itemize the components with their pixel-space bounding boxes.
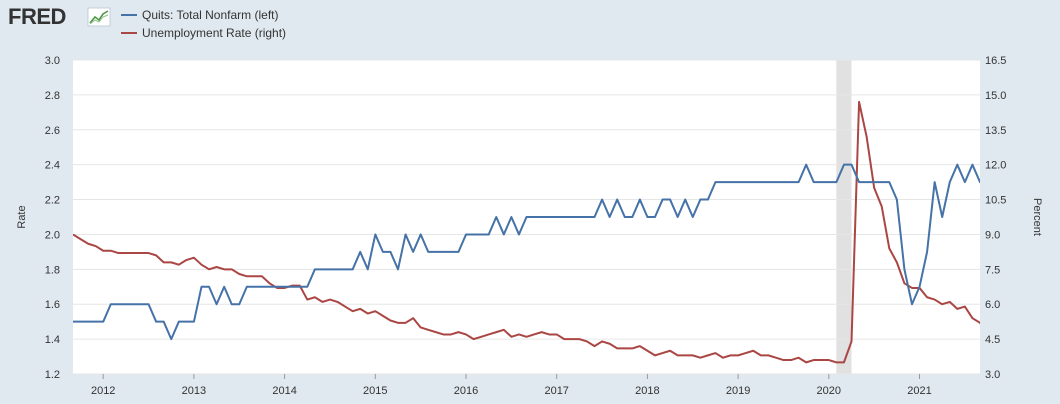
left-tick-label: 2.6 — [45, 125, 60, 137]
legend: Quits: Total Nonfarm (left) Unemployment… — [121, 8, 286, 40]
right-tick-label: 6.0 — [985, 299, 1000, 311]
x-tick-label: 2018 — [635, 385, 659, 397]
left-tick-label: 2.4 — [45, 160, 60, 172]
right-tick-label: 9.0 — [985, 229, 1000, 241]
right-tick-label: 4.5 — [985, 334, 1000, 346]
left-tick-label: 3.0 — [45, 55, 60, 67]
series-layer — [73, 77, 1033, 364]
legend-item-unemployment[interactable]: Unemployment Rate (right) — [121, 26, 286, 40]
left-tick-label: 2.0 — [45, 229, 60, 241]
fred-logo-text: FRED — [8, 4, 66, 29]
left-tick-label: 1.6 — [45, 299, 60, 311]
x-tick-label: 2017 — [544, 385, 568, 397]
x-axis-ticks: 2012 2013 2014 2015 2016 2017 2018 2019 2020 2021 — [91, 374, 932, 397]
right-axis-label: Percent — [1031, 198, 1043, 236]
right-tick-label: 16.5 — [985, 55, 1006, 67]
series-line-unemployment[interactable] — [73, 100, 988, 364]
right-tick-label: 7.5 — [985, 264, 1000, 276]
x-tick-label: 2015 — [363, 385, 387, 397]
recession-band — [836, 60, 852, 374]
legend-item-quits[interactable]: Quits: Total Nonfarm (left) — [121, 8, 279, 22]
x-tick-label: 2019 — [726, 385, 750, 397]
left-tick-label: 2.8 — [45, 90, 60, 102]
left-tick-label: 1.8 — [45, 264, 60, 276]
right-tick-label: 10.5 — [985, 195, 1006, 207]
recession-shading — [836, 60, 852, 374]
right-tick-label: 13.5 — [985, 125, 1006, 137]
fred-logo[interactable]: FRED — [8, 4, 111, 29]
x-tick-label: 2021 — [907, 385, 931, 397]
right-tick-label: 12.0 — [985, 160, 1006, 172]
right-axis-ticks: 3.0 4.5 6.0 7.5 9.0 10.5 12.0 13.5 15.0 16.5 — [985, 55, 1006, 381]
right-tick-label: 3.0 — [985, 369, 1000, 381]
legend-label-unemployment: Unemployment Rate (right) — [142, 26, 286, 40]
left-tick-label: 1.4 — [45, 334, 60, 346]
x-tick-label: 2014 — [272, 385, 296, 397]
right-tick-label: 15.0 — [985, 90, 1006, 102]
series-line-quits[interactable] — [73, 77, 1033, 341]
legend-label-quits: Quits: Total Nonfarm (left) — [142, 8, 279, 22]
fred-chart-icon — [87, 7, 111, 27]
left-axis-ticks: 1.2 1.4 1.6 1.8 2.0 2.2 2.4 2.6 2.8 3.0 — [45, 55, 60, 381]
x-tick-label: 2020 — [817, 385, 841, 397]
left-tick-label: 2.2 — [45, 195, 60, 207]
x-tick-label: 2012 — [91, 385, 115, 397]
x-tick-label: 2016 — [454, 385, 478, 397]
x-tick-label: 2013 — [182, 385, 206, 397]
left-axis-label: Rate — [16, 205, 28, 228]
left-tick-label: 1.2 — [45, 369, 60, 381]
